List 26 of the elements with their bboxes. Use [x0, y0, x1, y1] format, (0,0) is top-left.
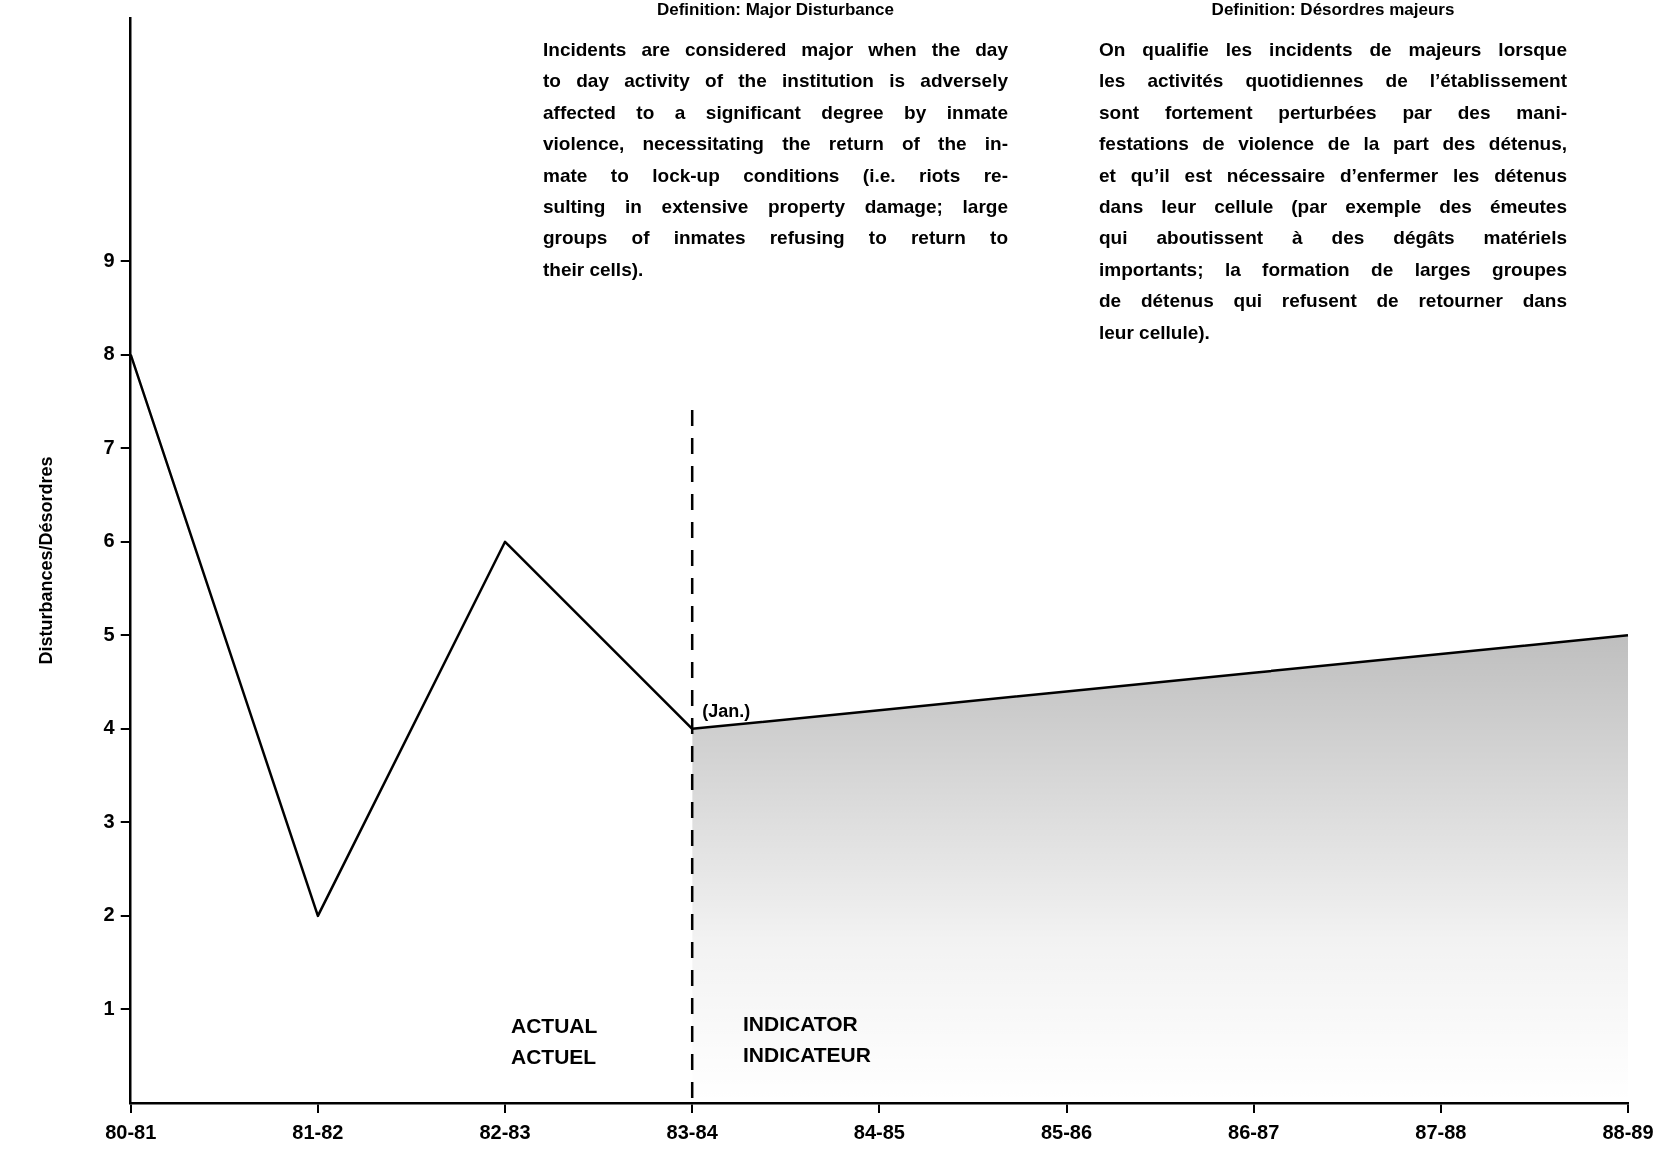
annotation: INDICATOR INDICATEUR: [743, 1011, 871, 1068]
y-tick-label: 2: [103, 903, 115, 926]
y-tick-label: 7: [103, 435, 115, 458]
y-tick-label: 3: [103, 809, 115, 832]
annotation: (Jan.): [702, 700, 751, 721]
x-tick-label: 85-86: [1040, 1120, 1093, 1143]
y-tick-label: 4: [103, 716, 116, 739]
y-tick-label: 6: [103, 529, 115, 552]
y-tick-label: 5: [103, 622, 115, 645]
x-tick-label: 81-82: [292, 1120, 344, 1143]
x-tick-label: 82-83: [479, 1120, 531, 1143]
annotation: Incidents are considered major when the day to day activity of the institution is adversely affected to a significant degree by inmate violence, necessitating the return of the in- mate to lock-up conditions (i.e. riots re- sulting in extensive property damage; large groups of inmates refusing to return to their cells).: [543, 38, 1008, 282]
y-tick-label: 9: [103, 248, 115, 271]
annotation: ACTUAL ACTUEL: [511, 1013, 598, 1070]
text: On qualifie les incidents de majeurs lorsque les activités quotidiennes de l’établissement sont fortement perturbées par des mani- festations de violence de la part des détenus, et qu’il est nécessaire d’enfermer les détenus dans leur cellule (par exemple des émeutes qui aboutissent à des dégâts matériels importants; la formation de larges groupes de détenus qui refusent de retourner dans leur cellule).: [1099, 39, 1567, 343]
y-tick-label: 8: [103, 342, 115, 365]
annotation: Definition: Major Disturbance: [655, 0, 896, 20]
y-tick-label: 1: [103, 996, 115, 1019]
y-axis-title: Disturbances/Désordres: [35, 456, 56, 665]
x-tick-label: 80-81: [105, 1120, 157, 1143]
x-tick-label: 87-88: [1415, 1120, 1467, 1143]
x-tick-label: 83-84: [666, 1120, 719, 1143]
x-tick-label: 86-87: [1228, 1120, 1280, 1143]
annotation: Definition: Désordres majeurs: [1210, 0, 1456, 20]
x-tick-label: 88-89: [1602, 1120, 1654, 1143]
x-tick-label: 84-85: [853, 1120, 905, 1143]
